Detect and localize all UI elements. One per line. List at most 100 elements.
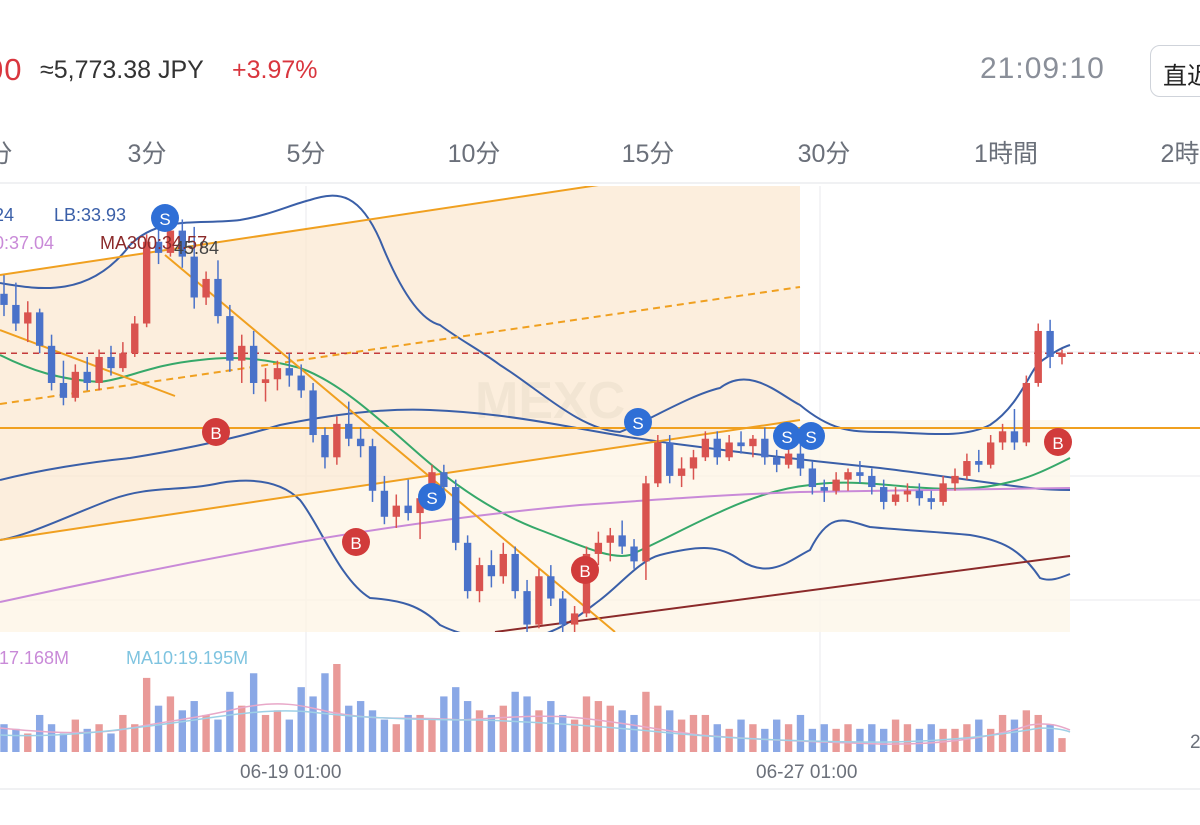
candle xyxy=(713,431,721,465)
volume-bar xyxy=(285,719,293,752)
candle xyxy=(820,479,828,502)
volume-bar xyxy=(107,733,115,752)
candle xyxy=(309,382,317,443)
candle xyxy=(951,468,959,491)
candle xyxy=(986,435,995,469)
candle-body xyxy=(666,442,674,476)
candle-body xyxy=(915,490,924,499)
candle-body xyxy=(309,390,317,436)
candle xyxy=(915,483,924,506)
sell-signal-text: S xyxy=(781,428,792,447)
sell-signal-marker[interactable]: S xyxy=(624,408,652,436)
volume-bar xyxy=(380,719,389,752)
candle-body xyxy=(24,312,32,324)
candle-body xyxy=(440,472,448,488)
volume-bar xyxy=(927,724,935,752)
candle xyxy=(35,308,44,354)
candle-body xyxy=(975,461,983,465)
volume-bar xyxy=(261,714,270,752)
candle xyxy=(796,442,805,476)
candle-body xyxy=(261,379,270,383)
candle-body xyxy=(891,494,900,502)
candle xyxy=(380,475,389,525)
x-axis-label: 06-19 01:00 xyxy=(240,762,341,783)
candle xyxy=(511,546,519,599)
candle-body xyxy=(321,435,329,458)
ticker-header: 00 ≈5,773.38 JPY +3.97% 21:09:10 直近 xyxy=(0,0,1200,120)
volume-bar xyxy=(166,696,175,752)
candle-body xyxy=(606,535,614,543)
candle-body xyxy=(523,591,531,625)
volume-bar xyxy=(844,724,852,752)
timeframe-tab[interactable]: 1時間 xyxy=(974,140,1038,168)
volume-bar xyxy=(725,728,733,752)
lb-label: LB:33.93 xyxy=(54,205,126,225)
candle-body xyxy=(773,457,781,465)
candle xyxy=(83,356,91,391)
timeframe-tab[interactable]: 10分 xyxy=(447,140,501,168)
bollinger-bands xyxy=(0,194,1071,632)
buy-signal-marker[interactable]: B xyxy=(342,528,370,556)
buy-signal-marker[interactable]: B xyxy=(1044,428,1072,456)
timeframe-tab[interactable]: 5分 xyxy=(286,140,326,168)
volume-bar xyxy=(773,719,781,752)
candle-body xyxy=(654,442,662,484)
buy-signal-marker[interactable]: B xyxy=(202,418,230,446)
candle-body xyxy=(463,542,472,592)
volume-bar xyxy=(986,728,995,752)
candle-body xyxy=(178,230,186,257)
candle-body xyxy=(844,472,852,480)
candle-body xyxy=(35,312,44,346)
candle-body xyxy=(119,353,127,369)
divider xyxy=(0,182,1200,184)
candle xyxy=(452,479,460,551)
volume-ma5-line xyxy=(0,703,1071,745)
candle-body xyxy=(939,483,947,502)
sell-signal-marker[interactable]: S xyxy=(418,483,446,511)
volume-bar xyxy=(214,719,222,752)
volume-bar xyxy=(677,719,686,752)
volume-ma10-label: MA10:19.195M xyxy=(126,648,248,668)
candle-body xyxy=(1022,382,1031,443)
volume-bars xyxy=(0,664,1066,752)
volume-bar xyxy=(535,710,543,752)
candle xyxy=(214,260,222,324)
candle xyxy=(547,565,555,606)
buy-signal-marker[interactable]: B xyxy=(571,556,599,584)
timeframe-tab[interactable]: 3分 xyxy=(127,140,167,168)
timeframe-tab[interactable]: 15分 xyxy=(621,140,675,168)
sell-signal-marker[interactable]: S xyxy=(773,422,801,450)
timeframe-tab[interactable]: 30分 xyxy=(797,140,851,168)
recent-mode-button[interactable]: 直近 xyxy=(1150,45,1200,97)
last-price: 00 xyxy=(0,52,23,87)
candle-body xyxy=(226,316,234,361)
volume-bar xyxy=(238,705,246,752)
volume-bar xyxy=(226,691,234,752)
bollinger-upper xyxy=(0,194,1071,436)
candle xyxy=(24,301,32,343)
candle-body xyxy=(71,371,80,398)
volume-bar xyxy=(71,719,80,752)
ma300-line xyxy=(494,555,1071,632)
candle xyxy=(119,342,127,372)
volume-bar xyxy=(202,714,210,752)
volume-bar xyxy=(356,701,365,752)
candle xyxy=(761,427,769,465)
timeframe-tab[interactable]: 分 xyxy=(0,134,13,170)
candle-body xyxy=(333,423,341,458)
candle xyxy=(238,334,246,383)
candle-body xyxy=(820,487,828,491)
candle-body xyxy=(856,472,864,476)
candle xyxy=(1022,375,1031,447)
candle-body xyxy=(796,453,805,469)
timeframe-bar: 分 3分 5分 10分 15分 30分 1時間 2時 xyxy=(0,120,1200,180)
sell-signal-marker[interactable]: S xyxy=(797,422,825,450)
sell-signal-marker[interactable]: S xyxy=(151,204,179,232)
timeframe-tab[interactable]: 2時 xyxy=(1160,140,1200,168)
volume-ma-lines xyxy=(0,703,1071,745)
candle-body xyxy=(380,490,389,517)
volume-bar xyxy=(868,724,876,752)
candle xyxy=(440,464,448,495)
candle xyxy=(368,438,377,502)
